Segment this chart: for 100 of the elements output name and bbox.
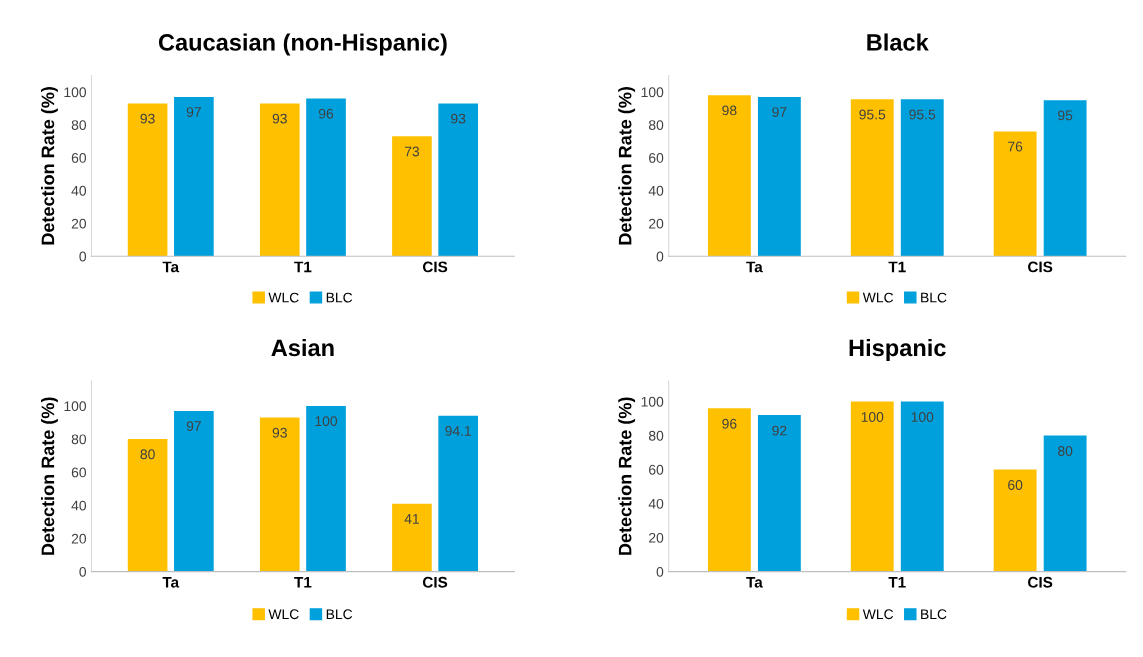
legend-label: WLC — [268, 292, 299, 303]
y-tick-label: 20 — [649, 218, 664, 229]
chart-title: Black — [867, 33, 929, 51]
bar — [174, 96, 214, 257]
y-axis-title: Detection Rate (%) — [618, 397, 636, 555]
x-tick-label: Ta — [162, 261, 180, 273]
y-tick-label: 20 — [71, 533, 87, 544]
y-tick-label: 40 — [71, 185, 87, 196]
data-label: 96 — [722, 418, 737, 429]
data-label: 80 — [1058, 446, 1073, 456]
y-axis-title: Detection Rate (%) — [41, 87, 58, 245]
legend-label: WLC — [862, 292, 894, 303]
y-tick-label: 0 — [656, 251, 664, 262]
chart-title: Asian — [271, 338, 334, 357]
y-tick-label: 60 — [649, 464, 664, 475]
data-label: 95.5 — [909, 109, 936, 120]
bar — [127, 439, 168, 572]
legend-label: BLC — [326, 609, 353, 620]
data-label: 60 — [1008, 480, 1023, 490]
x-tick-label: T1 — [888, 261, 906, 273]
y-tick-label: 80 — [71, 434, 87, 445]
data-label: 95 — [1058, 110, 1073, 121]
bar — [306, 98, 346, 257]
y-tick-label: 60 — [71, 467, 87, 478]
legend-label: BLC — [326, 292, 353, 303]
data-label: 97 — [186, 107, 201, 117]
bar — [1043, 435, 1087, 572]
y-tick-label: 0 — [79, 251, 87, 262]
x-tick-label: CIS — [1028, 576, 1053, 588]
y-tick-label: 100 — [641, 396, 664, 407]
data-label: 97 — [772, 107, 787, 117]
y-tick-label: 20 — [649, 532, 664, 543]
bar — [259, 103, 300, 257]
data-label: 73 — [404, 146, 420, 157]
data-label: 100 — [315, 416, 338, 427]
data-label: 93 — [272, 113, 287, 124]
x-tick-label: CIS — [422, 576, 448, 588]
legend-label: WLC — [862, 609, 894, 620]
bar — [392, 136, 432, 257]
bar — [259, 417, 300, 572]
x-tick-label: T1 — [294, 261, 312, 273]
x-tick-label: CIS — [1028, 261, 1053, 273]
x-tick-label: T1 — [294, 577, 312, 588]
data-label: 92 — [772, 425, 787, 436]
bar — [127, 103, 168, 257]
x-tick-label: Ta — [746, 577, 763, 588]
y-tick-label: 100 — [641, 87, 664, 98]
legend-label: BLC — [921, 609, 947, 620]
bar — [174, 410, 214, 572]
y-tick-label: 0 — [656, 566, 664, 577]
bar — [1043, 100, 1087, 257]
y-tick-label: 20 — [71, 218, 87, 229]
legend-label: BLC — [921, 292, 947, 303]
data-label: 98 — [722, 105, 737, 116]
data-label: 100 — [911, 412, 934, 422]
bar — [900, 99, 944, 257]
bar — [707, 408, 751, 572]
data-label: 100 — [861, 412, 884, 422]
data-label: 80 — [140, 449, 155, 460]
y-tick-label: 80 — [648, 430, 664, 441]
y-tick-label: 60 — [71, 153, 87, 163]
bar — [306, 405, 346, 572]
data-label: 76 — [1008, 141, 1023, 152]
y-tick-label: 40 — [648, 185, 664, 196]
data-label: 93 — [272, 427, 287, 438]
y-tick-label: 40 — [648, 498, 664, 509]
bar — [993, 131, 1037, 257]
legend-label: WLC — [268, 609, 299, 620]
data-label: 97 — [186, 421, 201, 432]
y-tick-label: 100 — [64, 401, 87, 412]
y-tick-label: 80 — [648, 120, 664, 130]
y-axis-title: Detection Rate (%) — [41, 397, 58, 555]
x-tick-label: Ta — [162, 577, 180, 588]
y-tick-label: 60 — [649, 153, 664, 163]
y-tick-label: 0 — [79, 566, 87, 577]
y-tick-label: 100 — [64, 87, 87, 98]
data-label: 94.1 — [445, 425, 472, 436]
bar — [900, 401, 944, 572]
y-tick-label: 80 — [71, 120, 87, 130]
x-tick-label: T1 — [888, 577, 906, 588]
bar — [392, 503, 432, 572]
bar — [757, 415, 801, 572]
data-label: 41 — [404, 514, 419, 524]
y-tick-label: 40 — [71, 500, 87, 511]
bar — [757, 96, 801, 257]
bar — [850, 401, 894, 572]
y-axis-title: Detection Rate (%) — [618, 87, 636, 245]
data-label: 96 — [318, 108, 334, 119]
x-tick-label: Ta — [746, 261, 763, 273]
data-label: 93 — [451, 113, 466, 124]
x-tick-label: CIS — [422, 261, 448, 273]
bar — [438, 103, 479, 257]
bar — [707, 95, 751, 257]
bar — [850, 99, 894, 257]
chart-title: Caucasian (non-Hispanic) — [158, 33, 447, 56]
bar — [438, 415, 479, 572]
data-label: 95.5 — [859, 109, 886, 120]
chart-title: Hispanic — [849, 338, 946, 361]
data-label: 93 — [140, 113, 155, 124]
bar — [993, 469, 1037, 572]
